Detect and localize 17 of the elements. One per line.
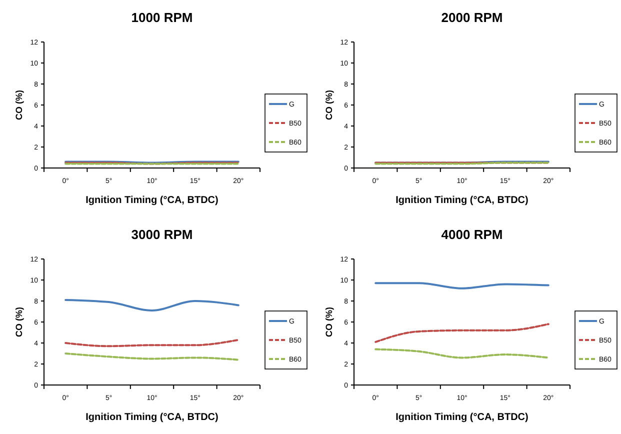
y-axis-title: CO (%) — [324, 307, 334, 337]
chart-title: 2000 RPM — [441, 10, 503, 25]
line-series — [374, 323, 550, 343]
line-series — [64, 352, 240, 361]
line-series — [64, 338, 240, 348]
line-series — [374, 348, 550, 359]
x-axis-title: Ignition Timing (°CA, BTDC) — [396, 412, 528, 423]
y-axis-title: CO (%) — [14, 307, 24, 337]
x-axis-title: Ignition Timing (°CA, BTDC) — [86, 195, 218, 206]
line-series — [64, 298, 240, 312]
x-axis-title: Ignition Timing (°CA, BTDC) — [396, 195, 528, 206]
chart-title: 4000 RPM — [441, 227, 503, 242]
chart-title: 1000 RPM — [131, 10, 193, 25]
y-axis-title: CO (%) — [324, 90, 334, 120]
x-axis-title: Ignition Timing (°CA, BTDC) — [86, 412, 218, 423]
chart-title: 3000 RPM — [131, 227, 193, 242]
y-axis-title: CO (%) — [14, 90, 24, 120]
